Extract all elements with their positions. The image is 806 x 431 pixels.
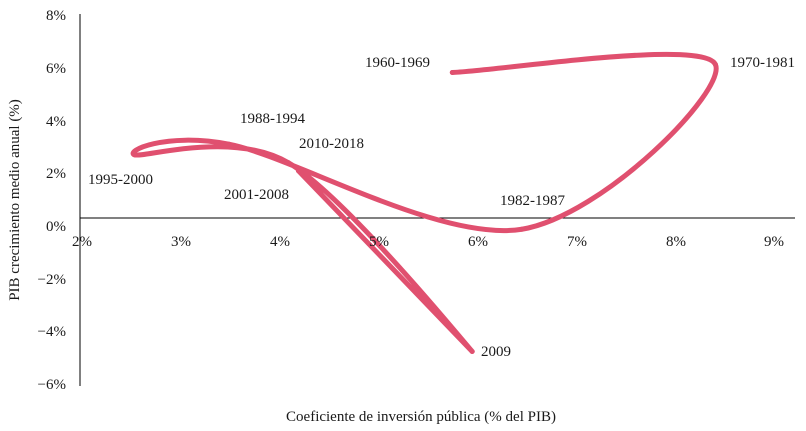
y-tick-label: 8% xyxy=(46,8,66,24)
period-label-2001-2008: 2001-2008 xyxy=(224,187,289,203)
data-point xyxy=(519,226,525,232)
y-tick-label: −6% xyxy=(38,377,66,393)
period-label-1982-1987: 1982-1987 xyxy=(500,193,565,209)
period-labels: 1960-1969 1970-1981 1982-1987 1988-1994 … xyxy=(88,55,795,360)
period-label-1988-1994: 1988-1994 xyxy=(240,111,305,127)
y-tick-label: 6% xyxy=(46,61,66,77)
x-tick-label: 5% xyxy=(369,234,389,250)
x-tick-label: 6% xyxy=(468,234,488,250)
period-label-2009: 2009 xyxy=(481,344,511,360)
y-axis-title: PIB crecimiento medio anual (%) xyxy=(7,99,23,301)
period-label-2010-2018: 2010-2018 xyxy=(299,136,364,152)
data-point xyxy=(469,348,475,354)
data-point xyxy=(295,168,301,174)
x-tick-label: 4% xyxy=(270,234,290,250)
x-axis-title: Coeficiente de inversión pública (% del … xyxy=(286,409,556,425)
data-point xyxy=(132,152,138,158)
data-point xyxy=(712,61,718,67)
y-tick-label: 2% xyxy=(46,166,66,182)
x-tick-labels: 2% 3% 4% 5% 6% 7% 8% 9% xyxy=(72,234,784,250)
x-tick-label: 3% xyxy=(171,234,191,250)
period-label-1970-1981: 1970-1981 xyxy=(730,55,795,71)
curve-layer xyxy=(130,51,719,354)
y-tick-label: 4% xyxy=(46,114,66,130)
x-tick-label: 2% xyxy=(72,234,92,250)
x-tick-label: 7% xyxy=(567,234,587,250)
x-tick-label: 8% xyxy=(666,234,686,250)
data-point xyxy=(449,69,455,75)
y-tick-label: −2% xyxy=(38,272,66,288)
series-line xyxy=(130,51,719,354)
period-label-1960-1969: 1960-1969 xyxy=(365,55,430,71)
x-tick-label: 9% xyxy=(764,234,784,250)
y-tick-label: 0% xyxy=(46,219,66,235)
y-tick-label: −4% xyxy=(38,324,66,340)
y-tick-labels: 8% 6% 4% 2% 0% −2% −4% −6% xyxy=(38,8,66,393)
period-label-1995-2000: 1995-2000 xyxy=(88,172,153,188)
data-point xyxy=(226,141,232,147)
data-point xyxy=(286,160,291,166)
